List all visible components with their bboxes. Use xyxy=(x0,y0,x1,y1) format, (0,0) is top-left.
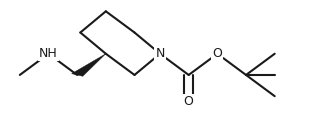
Text: NH: NH xyxy=(39,47,58,60)
Polygon shape xyxy=(72,54,106,76)
Text: O: O xyxy=(212,47,222,60)
Text: O: O xyxy=(184,95,194,108)
Text: N: N xyxy=(155,47,165,60)
